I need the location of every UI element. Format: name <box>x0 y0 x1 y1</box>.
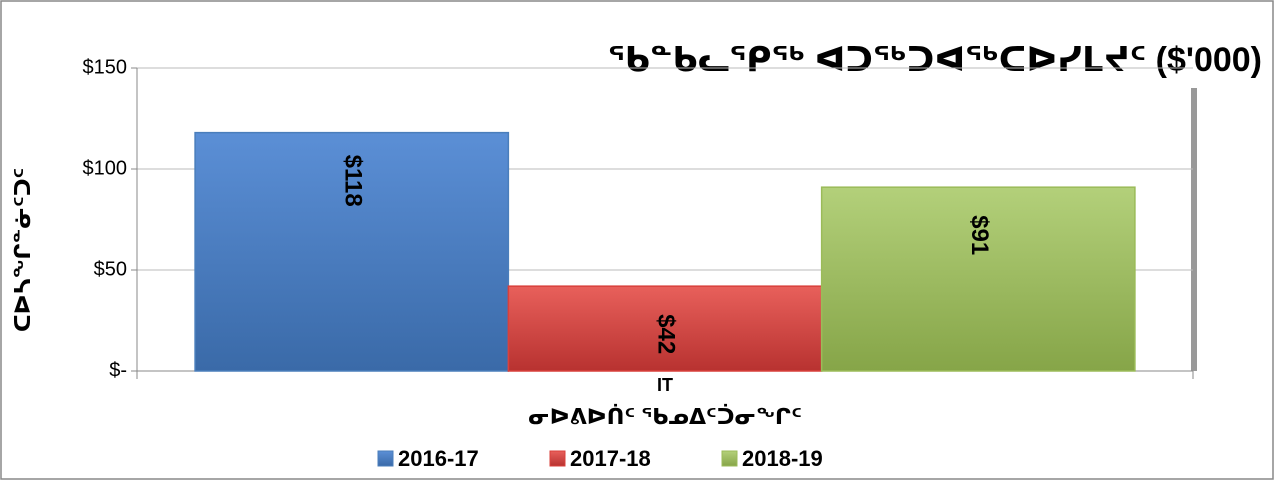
legend-label: 2016-17 <box>398 446 479 471</box>
legend-label: 2018-19 <box>742 446 823 471</box>
bar <box>507 285 823 372</box>
data-label: $91 <box>966 215 993 255</box>
chart-title: ᖃᓐᑲᓚᕿᖅ ᐊᑐᖅᑐᐊᖅᑕᐅᓯᒪᔪᑦ ($'000) <box>608 41 1262 79</box>
x-axis-label: ᓂᐅᕕᐅᑏᑦ ᖃᓄᐃᑦᑑᓂᖕᒋᑦ <box>528 403 802 429</box>
y-tick-label: $150 <box>83 56 128 78</box>
legend-swatch <box>549 450 566 467</box>
data-label: $118 <box>339 155 366 207</box>
legend-swatch <box>377 450 394 467</box>
bar <box>820 186 1136 372</box>
legend-swatch <box>721 450 738 467</box>
x-tick-label: IT <box>657 375 673 395</box>
y-tick-label: $- <box>109 359 127 381</box>
y-axis-label: ᑕᐅᓴᖕᒋᓐᓃᑦᑐᑦ <box>10 168 35 332</box>
y-tick-label: $50 <box>94 258 127 280</box>
bar <box>194 131 510 372</box>
y-tick-label: $100 <box>83 157 128 179</box>
data-label: $42 <box>653 314 680 354</box>
legend-label: 2017-18 <box>570 446 651 471</box>
wall-shadow <box>1191 88 1197 371</box>
